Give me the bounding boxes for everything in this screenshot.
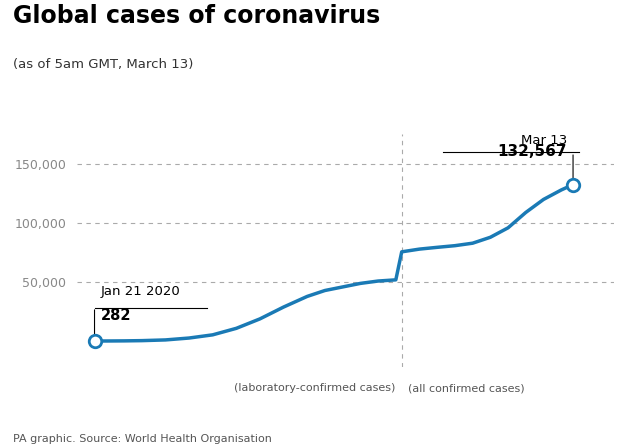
Text: PA graphic. Source: World Health Organisation: PA graphic. Source: World Health Organis…: [13, 434, 271, 444]
Text: (all confirmed cases): (all confirmed cases): [408, 383, 525, 393]
Text: 132,567: 132,567: [498, 144, 567, 159]
Text: (laboratory-confirmed cases): (laboratory-confirmed cases): [234, 383, 396, 393]
Text: 282: 282: [100, 308, 131, 323]
Text: (as of 5am GMT, March 13): (as of 5am GMT, March 13): [13, 58, 193, 71]
Text: Jan 21 2020: Jan 21 2020: [100, 284, 180, 297]
Text: Mar 13: Mar 13: [521, 134, 567, 147]
Text: Global cases of coronavirus: Global cases of coronavirus: [13, 4, 380, 29]
